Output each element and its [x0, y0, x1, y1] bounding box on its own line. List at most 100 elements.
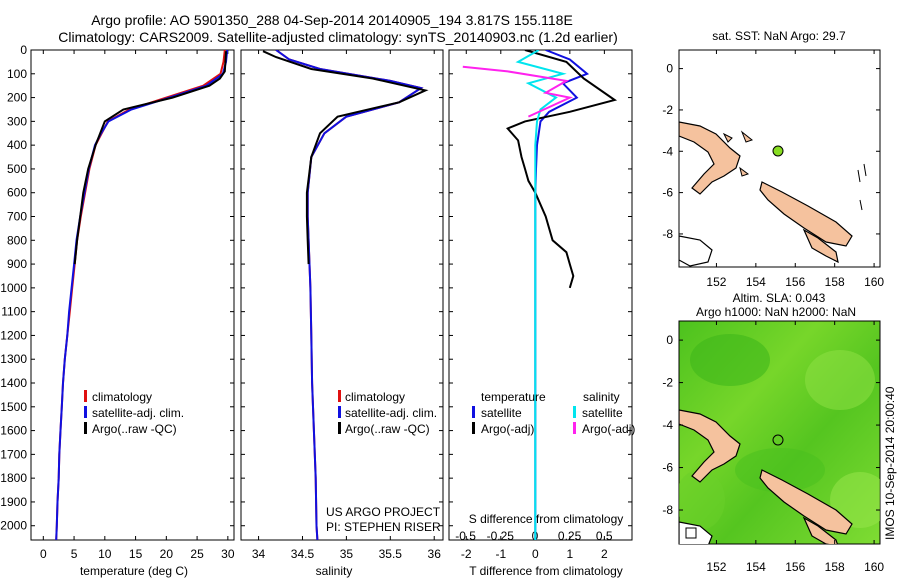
depth-tick-label: 200: [7, 91, 27, 105]
temperature-tick-label: 15: [129, 547, 143, 561]
s-difference-title: S difference from climatology: [469, 512, 624, 526]
temperature-tick-label: 0: [40, 547, 47, 561]
depth-tick-label: 1300: [0, 352, 27, 366]
temperature-tick-label: 25: [190, 547, 204, 561]
sla-map-lon-tick-label: 154: [746, 560, 766, 574]
depth-tick-label: 1900: [0, 495, 27, 509]
salinity-legend: climatology satellite-adj. clim. Argo(..…: [338, 390, 437, 436]
depth-tick-label: 2000: [0, 519, 27, 533]
difference-legend-salinity-title: salinity: [583, 390, 620, 404]
t-difference-tick-label: -1: [495, 547, 506, 561]
sst-map-land: [679, 121, 867, 267]
difference-legend: temperature salinity satellite Argo(-adj…: [472, 390, 635, 436]
sst-float-marker: [772, 145, 784, 157]
temperature-legend: climatology satellite-adj. clim. Argo(..…: [84, 390, 184, 436]
temperature-tick-label: 5: [71, 547, 78, 561]
sla-map-lon-tick-label: 156: [785, 560, 805, 574]
credit-line-2: PI: STEPHEN RISER: [326, 520, 441, 534]
salinity-tick-label: 34: [252, 547, 266, 561]
sst-map-lon-tick-label: 152: [706, 275, 726, 289]
s-difference-tick-label: -0.5: [455, 529, 476, 543]
depth-tick-label: 1500: [0, 400, 27, 414]
sla-map-lat-tick-label: -6: [662, 461, 673, 475]
sst-map-lon-tick-label: 158: [825, 275, 845, 289]
title-line-2: Climatology: CARS2009. Satellite-adjuste…: [58, 29, 618, 45]
title-line-1: Argo profile: AO 5901350_288 04-Sep-2014…: [91, 12, 573, 28]
depth-tick-label: 1100: [1, 305, 27, 319]
salinity-tick-label: 36: [428, 547, 442, 561]
temperature-legend-satellite: satellite-adj. clim.: [92, 406, 184, 420]
sst-map-lon-tick-label: 154: [746, 275, 766, 289]
imos-side-label: IMOS 10-Sep-2014 20:00:40: [883, 386, 897, 540]
t-difference-tick-label: 0: [532, 547, 539, 561]
salinity-panel-frame: [240, 49, 444, 541]
salinity-xlabel: salinity: [316, 564, 353, 578]
sla-map-lon-tick-label: 160: [864, 560, 884, 574]
salinity-tick-label: 35: [340, 547, 354, 561]
sla-map-title-1: Altim. SLA: 0.043: [733, 291, 826, 305]
series-line-argo-raw-qc-: [73, 51, 227, 265]
depth-tick-label: 1400: [0, 376, 27, 390]
sla-map-title-2: Argo h1000: NaN h2000: NaN: [696, 305, 856, 319]
credit-line-1: US ARGO PROJECT: [326, 505, 441, 519]
difference-legend-temperature-title: temperature: [481, 390, 546, 404]
depth-tick-label: 1000: [0, 281, 27, 295]
sla-map-lat-tick-label: -2: [662, 376, 673, 390]
temperature-xlabel: temperature (deg C): [80, 564, 188, 578]
depth-tick-label: 100: [7, 67, 27, 81]
sst-map-lat-tick-label: -8: [662, 227, 673, 241]
t-difference-tick-label: 1: [567, 547, 574, 561]
sla-map-lat-tick-label: -4: [662, 418, 673, 432]
temperature-tick-label: 20: [160, 547, 174, 561]
t-difference-tick-label: -2: [461, 547, 472, 561]
temperature-tick-label: 10: [98, 547, 112, 561]
depth-tick-label: 300: [7, 114, 27, 128]
difference-panel-frame: [448, 49, 633, 541]
sst-map-lon-tick-label: 156: [785, 275, 805, 289]
depth-tick-label: 700: [7, 210, 27, 224]
sla-map-field-patches: [679, 334, 880, 544]
sst-map-lat-tick-label: 0: [666, 62, 673, 76]
temperature-legend-climatology: climatology: [92, 390, 152, 404]
salinity-tick-label: 35.5: [379, 547, 403, 561]
profile-lines: [55, 50, 618, 540]
series-line-argo-raw-qc-: [262, 50, 429, 265]
sst-map-lat-tick-label: -4: [662, 144, 673, 158]
salinity-tick-label: 34.5: [291, 547, 315, 561]
sla-map-lon-tick-label: 152: [706, 560, 726, 574]
sst-map-lat-tick-label: -6: [662, 186, 673, 200]
depth-tick-label: 1800: [0, 471, 27, 485]
depth-tick-label: 600: [7, 186, 27, 200]
temperature-panel-frame: [30, 49, 235, 541]
series-line-argo-adj-salinity-: [462, 65, 574, 118]
series-line-argo-adj-temperature-: [506, 50, 618, 289]
s-difference-tick-label: 0.25: [558, 529, 582, 543]
difference-xlabel: T difference from climatology: [469, 564, 623, 578]
depth-tick-label: 400: [7, 138, 27, 152]
depth-tick-label: 800: [7, 233, 27, 247]
depth-tick-label: 500: [7, 162, 27, 176]
temperature-tick-label: 30: [221, 547, 235, 561]
sst-map-title: sat. SST: NaN Argo: 29.7: [712, 29, 846, 43]
difference-legend-sal-satellite: satellite: [582, 406, 623, 420]
t-difference-tick-label: 2: [601, 547, 608, 561]
axes: 0100200300400500600700800900100011001200…: [0, 43, 884, 574]
salinity-legend-argo: Argo(..raw -QC): [345, 422, 430, 436]
sla-map-lon-tick-label: 158: [825, 560, 845, 574]
depth-tick-label: 1600: [0, 424, 27, 438]
sla-float-marker: [772, 434, 784, 446]
temperature-legend-argo: Argo(..raw -QC): [92, 422, 177, 436]
depth-tick-label: 1700: [0, 447, 27, 461]
sla-map-lat-tick-label: 0: [666, 333, 673, 347]
s-difference-tick-label: -0.25: [487, 529, 515, 543]
salinity-legend-satellite: satellite-adj. clim.: [345, 406, 437, 420]
difference-legend-sal-argo: Argo(-adj): [582, 422, 635, 436]
sla-map-lat-tick-label: -8: [662, 503, 673, 517]
salinity-legend-climatology: climatology: [345, 390, 405, 404]
depth-tick-label: 900: [7, 257, 27, 271]
difference-legend-temp-argo: Argo(-adj): [481, 422, 534, 436]
s-difference-tick-label: 0.5: [596, 529, 613, 543]
depth-tick-label: 1200: [0, 328, 27, 342]
difference-legend-temp-satellite: satellite: [481, 406, 522, 420]
